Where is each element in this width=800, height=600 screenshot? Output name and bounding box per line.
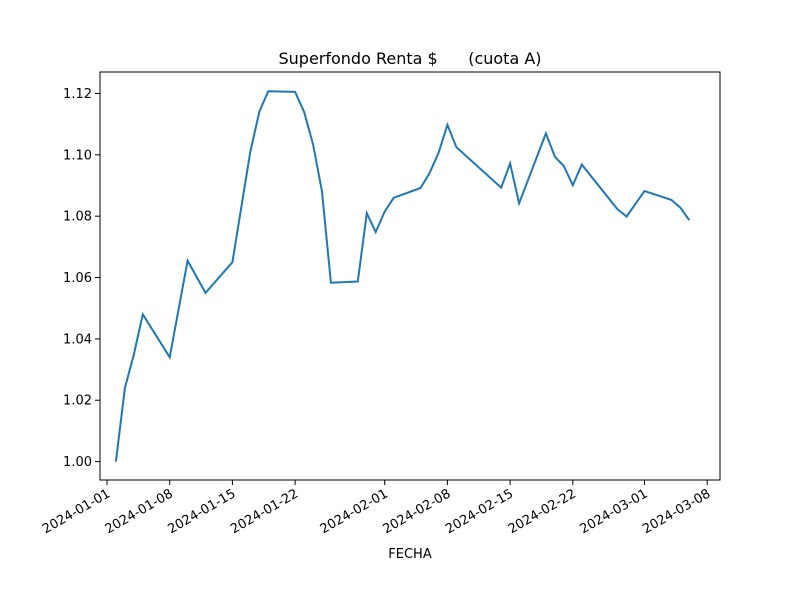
data-point — [446, 123, 449, 126]
data-point — [419, 187, 422, 190]
data-point — [518, 202, 521, 205]
data-point — [571, 184, 574, 187]
data-point — [500, 186, 503, 189]
y-tick-label: 1.12 — [63, 87, 92, 102]
data-point — [679, 206, 682, 209]
y-tick-label: 1.04 — [63, 332, 92, 347]
data-point — [437, 152, 440, 155]
data-point — [303, 110, 306, 113]
data-point — [670, 198, 673, 201]
plot-frame — [99, 71, 721, 481]
data-point — [544, 132, 547, 135]
x-axis-label: FECHA — [388, 547, 432, 562]
data-point — [509, 162, 512, 165]
data-point — [141, 313, 144, 316]
data-point — [428, 172, 431, 175]
data-point — [258, 110, 261, 113]
data-point — [168, 356, 171, 359]
data-point — [186, 259, 189, 262]
data-point — [231, 261, 234, 264]
data-point — [616, 208, 619, 211]
data-point — [625, 215, 628, 218]
data-point — [374, 231, 377, 234]
data-point — [312, 143, 315, 146]
data-point — [383, 210, 386, 213]
data-point — [249, 150, 252, 153]
data-point — [562, 165, 565, 168]
data-point — [267, 90, 270, 93]
y-axis: 1.00 1.02 1.04 1.06 1.08 1.10 1.12 — [63, 87, 100, 470]
data-point — [204, 291, 207, 294]
data-point — [643, 190, 646, 193]
data-point — [553, 155, 556, 158]
data-point — [455, 146, 458, 149]
data-point — [365, 212, 368, 215]
data-point — [392, 196, 395, 199]
data-point — [321, 190, 324, 193]
y-tick-label: 1.02 — [63, 394, 92, 409]
series-line — [114, 90, 691, 462]
data-point — [329, 281, 332, 284]
data-point — [123, 387, 126, 390]
data-point — [114, 460, 117, 463]
data-point — [688, 219, 691, 222]
y-tick-label: 1.08 — [63, 210, 92, 225]
y-tick-label: 1.10 — [63, 148, 92, 163]
data-point — [294, 90, 297, 93]
chart-title: Superfondo Renta $ (cuota A) — [278, 49, 541, 68]
data-point — [132, 353, 135, 356]
y-tick-label: 1.00 — [63, 455, 92, 470]
data-point — [356, 280, 359, 283]
plot-area — [99, 71, 721, 481]
data-point — [580, 163, 583, 166]
y-tick-label: 1.06 — [63, 271, 92, 286]
